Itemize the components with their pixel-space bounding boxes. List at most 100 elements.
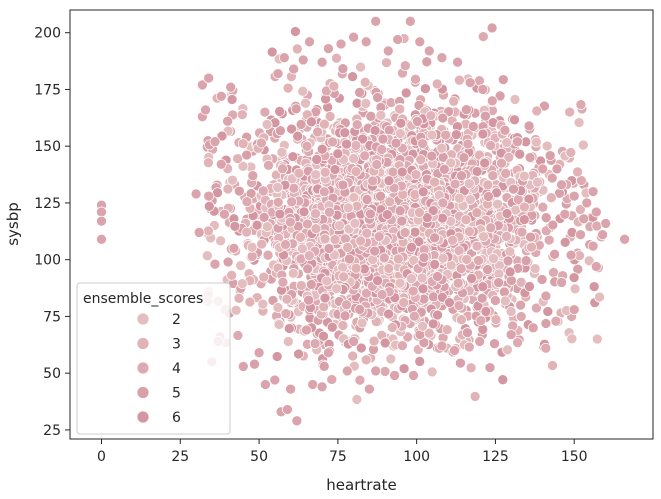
data-point xyxy=(519,201,530,213)
data-point xyxy=(406,241,417,253)
data-point xyxy=(477,84,489,95)
data-point xyxy=(456,170,467,182)
data-point xyxy=(531,302,542,314)
data-point xyxy=(475,315,487,326)
data-point xyxy=(332,148,344,160)
data-point xyxy=(453,300,465,311)
data-point xyxy=(232,330,244,341)
data-point xyxy=(461,104,472,116)
data-point xyxy=(471,240,483,252)
data-point xyxy=(360,36,372,48)
data-point xyxy=(337,320,349,331)
data-point xyxy=(477,281,489,293)
data-point xyxy=(540,212,552,224)
data-point xyxy=(370,15,382,27)
data-point xyxy=(482,264,493,275)
data-point xyxy=(371,159,383,170)
x-tick-label: 0 xyxy=(97,449,106,465)
data-point xyxy=(197,79,208,91)
y-ticks: 25 50 75 100 125 150 175 200 xyxy=(34,26,70,439)
data-point xyxy=(500,168,512,179)
data-point xyxy=(508,183,519,195)
data-point xyxy=(377,133,389,145)
data-point xyxy=(390,137,402,149)
data-point xyxy=(307,379,319,390)
data-point xyxy=(449,178,461,190)
data-point xyxy=(341,138,352,150)
data-point xyxy=(549,248,560,260)
data-point xyxy=(351,394,363,405)
data-point xyxy=(489,338,500,350)
data-point xyxy=(349,217,361,229)
data-point xyxy=(425,110,437,121)
data-point xyxy=(479,157,491,169)
data-point xyxy=(462,138,474,150)
data-point xyxy=(375,190,386,202)
data-point xyxy=(583,255,595,267)
data-point xyxy=(456,314,467,326)
data-point xyxy=(463,341,475,353)
legend-label: 5 xyxy=(172,386,181,402)
data-point xyxy=(452,56,463,68)
data-point xyxy=(384,196,396,208)
data-point xyxy=(286,123,297,135)
data-point xyxy=(297,54,309,66)
data-point xyxy=(367,175,379,187)
data-point xyxy=(203,190,215,202)
data-point xyxy=(619,233,630,245)
data-point xyxy=(298,206,310,218)
data-point xyxy=(319,118,330,130)
data-point xyxy=(275,125,286,137)
data-point xyxy=(302,263,314,275)
data-point xyxy=(477,324,489,335)
data-point xyxy=(316,56,328,68)
data-point xyxy=(260,379,271,390)
data-point xyxy=(316,143,328,155)
legend-box xyxy=(76,282,231,435)
data-point xyxy=(312,126,323,138)
data-point xyxy=(501,231,512,242)
data-point xyxy=(477,31,489,42)
data-point xyxy=(190,188,202,200)
data-point xyxy=(429,259,441,270)
data-point xyxy=(418,252,430,263)
data-point xyxy=(594,291,605,303)
data-point xyxy=(237,361,249,372)
data-point xyxy=(408,370,419,381)
data-point xyxy=(246,251,258,262)
data-point xyxy=(499,295,511,307)
data-point xyxy=(383,175,395,187)
data-point xyxy=(416,272,428,284)
data-point xyxy=(565,147,577,158)
data-point xyxy=(544,150,556,161)
data-point xyxy=(480,306,492,317)
data-point xyxy=(484,362,496,373)
y-axis-label: sysbp xyxy=(4,202,22,246)
x-ticks: 0 25 50 75 100 125 150 xyxy=(97,439,588,465)
data-point xyxy=(394,277,406,289)
data-point xyxy=(226,269,238,281)
data-point xyxy=(575,99,587,110)
data-point xyxy=(417,186,429,198)
data-point xyxy=(335,38,347,50)
data-point xyxy=(272,182,283,193)
data-point xyxy=(232,153,244,164)
data-point xyxy=(524,152,536,163)
data-point xyxy=(359,150,371,162)
data-point xyxy=(523,120,535,132)
x-tick-label: 25 xyxy=(171,449,189,465)
data-point xyxy=(324,206,335,218)
data-point xyxy=(432,309,443,321)
data-point xyxy=(338,271,349,283)
data-point xyxy=(524,281,535,292)
data-point xyxy=(394,205,406,217)
data-point xyxy=(573,117,585,128)
data-point xyxy=(454,74,465,86)
data-point xyxy=(347,71,358,82)
data-point xyxy=(440,129,452,141)
data-point xyxy=(385,353,397,365)
data-point xyxy=(281,293,293,305)
data-point xyxy=(464,77,476,88)
data-point xyxy=(531,105,543,117)
data-point xyxy=(368,335,380,347)
